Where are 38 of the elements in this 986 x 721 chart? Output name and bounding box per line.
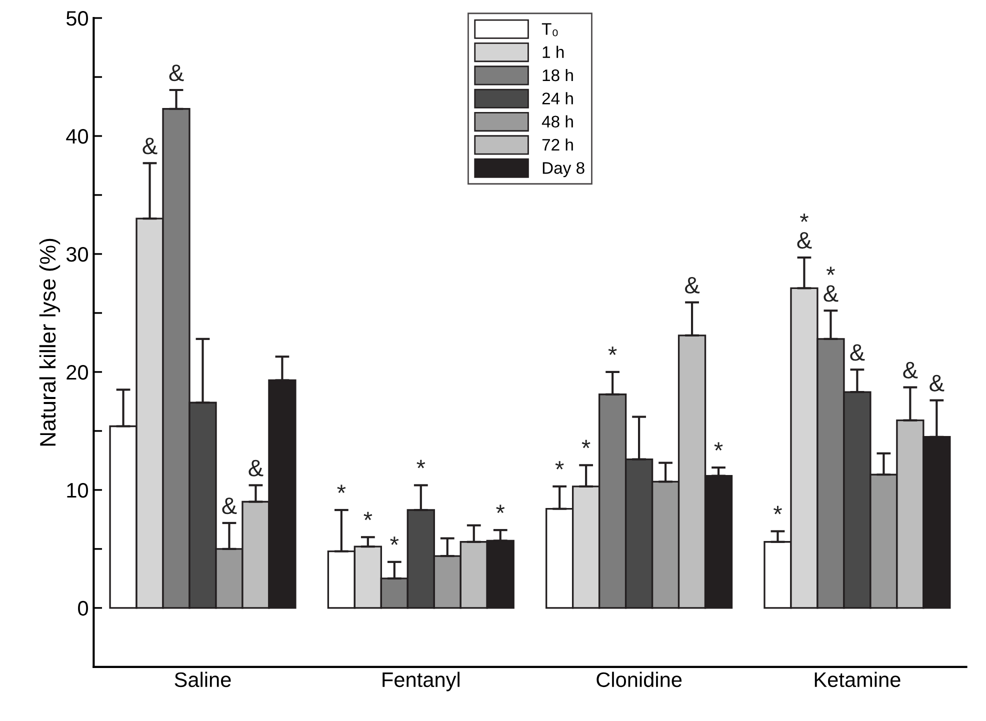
y-tick-label: 0 (78, 600, 88, 616)
legend-label: Day 8 (542, 162, 584, 178)
y-tick-label: 50 (66, 11, 88, 26)
data-label: * (390, 536, 399, 545)
legend-label: 24 h (542, 92, 573, 104)
legend-label: 1 h (542, 46, 564, 58)
legend-label: 48 h (542, 115, 573, 128)
data-label: * (337, 484, 346, 493)
x-tick-label: Ketamine (814, 672, 900, 688)
data-label: & (169, 64, 184, 82)
data-label: * (496, 504, 505, 514)
y-tick-label: 40 (66, 129, 88, 144)
data-label: * (608, 346, 617, 355)
data-label: * (714, 442, 723, 451)
legend-label: 72 h (542, 138, 573, 151)
legend-label: 18 h (542, 68, 573, 82)
data-label: * (555, 461, 564, 470)
x-tick-label: Saline (174, 672, 231, 688)
legend-label: T₀ (542, 23, 558, 36)
x-tick-label: Fentanyl (382, 672, 460, 692)
data-label: & (850, 344, 865, 361)
y-tick-label: 20 (66, 364, 88, 380)
y-axis-title: Natural killer lyse (%) (39, 238, 60, 446)
data-label: & (222, 498, 237, 514)
y-tick-label: 30 (66, 246, 88, 262)
data-label: * (774, 506, 782, 514)
data-label: * (364, 512, 372, 520)
data-label: & (930, 374, 944, 392)
y-tick-label: 10 (67, 482, 88, 498)
data-label: * & (797, 214, 812, 249)
data-label: & (684, 276, 700, 294)
data-label: & (903, 362, 918, 378)
data-label: & (142, 138, 158, 154)
data-label: * (416, 460, 426, 468)
data-label: * & (824, 266, 838, 302)
x-tick-label: Clonidine (596, 672, 682, 688)
data-label: & (248, 460, 264, 476)
data-label: * (582, 440, 590, 448)
